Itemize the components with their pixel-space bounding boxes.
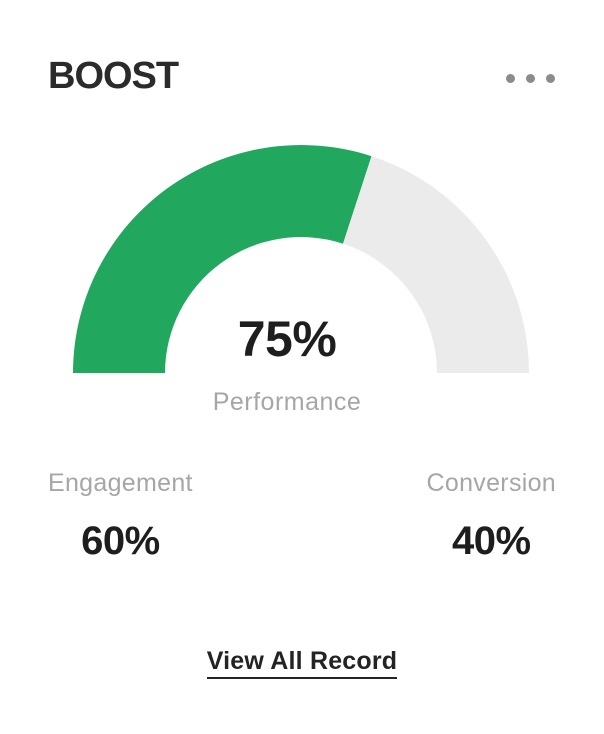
- stat-label: Conversion: [426, 469, 556, 497]
- stat-value: 60%: [81, 519, 160, 563]
- dot: [506, 74, 515, 83]
- dot: [546, 74, 555, 83]
- stat-engagement: Engagement 60%: [48, 468, 193, 565]
- gauge-segment-conversion: [343, 156, 529, 373]
- footer: View All Record: [0, 646, 604, 679]
- gauge-chart: [73, 145, 529, 374]
- page-title: BOOST: [48, 55, 179, 97]
- stat-label: Engagement: [48, 469, 193, 497]
- gauge-label: Performance: [212, 387, 362, 416]
- view-all-record-link[interactable]: View All Record: [206, 646, 398, 679]
- more-options-button[interactable]: [504, 68, 557, 89]
- ellipsis-icon: [506, 74, 555, 83]
- gauge-segment-engagement: [73, 145, 372, 373]
- gauge-svg: [73, 145, 529, 373]
- stat-conversion: Conversion 40%: [427, 468, 556, 565]
- stat-value: 40%: [451, 519, 531, 563]
- stats-row: Engagement 60% Conversion 40%: [48, 468, 556, 565]
- dot: [526, 74, 535, 83]
